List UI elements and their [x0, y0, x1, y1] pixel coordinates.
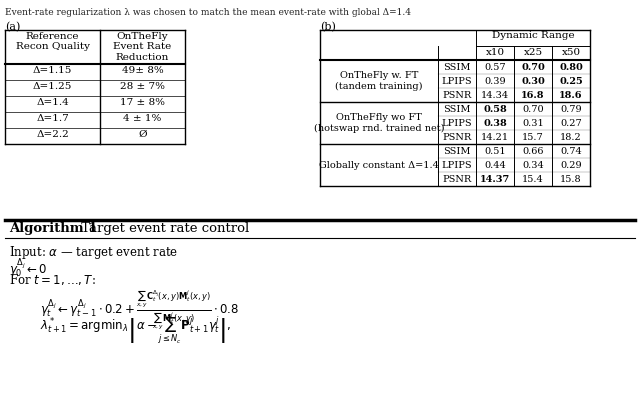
Text: 0.38: 0.38 [483, 119, 507, 128]
Text: Globally constant Δ=1.4: Globally constant Δ=1.4 [319, 161, 439, 169]
Text: PSNR: PSNR [442, 90, 472, 100]
Text: 0.34: 0.34 [522, 161, 544, 169]
Text: 16.8: 16.8 [521, 90, 545, 100]
Text: Target event rate control: Target event rate control [77, 222, 249, 235]
Text: $\lambda_{t+1}^* = \mathrm{argmin}_\lambda \left| \alpha - \sum_{j \leq N_c} \ma: $\lambda_{t+1}^* = \mathrm{argmin}_\lamb… [40, 314, 232, 346]
Text: LPIPS: LPIPS [442, 119, 472, 128]
Text: $\gamma_t^{\Delta_j} \leftarrow \gamma_{t-1}^{\Delta_j} \cdot 0.2 + \frac{\sum_{: $\gamma_t^{\Delta_j} \leftarrow \gamma_{… [40, 288, 239, 331]
Text: PSNR: PSNR [442, 175, 472, 183]
Text: 15.8: 15.8 [560, 175, 582, 183]
Text: 0.79: 0.79 [560, 104, 582, 114]
Text: 0.58: 0.58 [483, 104, 507, 114]
Text: For $t = 1, \ldots, T$:: For $t = 1, \ldots, T$: [9, 272, 96, 287]
Text: 14.21: 14.21 [481, 133, 509, 142]
Text: 0.27: 0.27 [560, 119, 582, 128]
Text: 14.37: 14.37 [480, 175, 510, 183]
Text: Reference
Recon Quality: Reference Recon Quality [15, 32, 90, 51]
Text: Δ=1.25: Δ=1.25 [33, 82, 72, 91]
Text: Ø: Ø [138, 130, 147, 139]
Text: SSIM: SSIM [444, 62, 471, 71]
Text: 0.70: 0.70 [521, 62, 545, 71]
Text: Δ=1.7: Δ=1.7 [36, 114, 69, 123]
Text: Δ=1.4: Δ=1.4 [36, 98, 69, 107]
Text: 15.4: 15.4 [522, 175, 544, 183]
Text: 0.29: 0.29 [560, 161, 582, 169]
Text: SSIM: SSIM [444, 104, 471, 114]
Text: Δ=1.15: Δ=1.15 [33, 66, 72, 75]
Text: 0.44: 0.44 [484, 161, 506, 169]
Text: OnTheFfly wo FT
(hotswap rnd. trained net): OnTheFfly wo FT (hotswap rnd. trained ne… [314, 113, 444, 133]
Text: LPIPS: LPIPS [442, 161, 472, 169]
Text: Δ=2.2: Δ=2.2 [36, 130, 69, 139]
Text: Dynamic Range: Dynamic Range [492, 31, 574, 40]
Text: 0.80: 0.80 [559, 62, 583, 71]
Text: 14.34: 14.34 [481, 90, 509, 100]
Text: 0.74: 0.74 [560, 147, 582, 156]
Text: PSNR: PSNR [442, 133, 472, 142]
Text: 18.6: 18.6 [559, 90, 583, 100]
Text: $\gamma_0^{\Delta_j} \leftarrow 0$: $\gamma_0^{\Delta_j} \leftarrow 0$ [9, 258, 47, 280]
Text: 0.57: 0.57 [484, 62, 506, 71]
Text: Input: $\alpha$ — target event rate: Input: $\alpha$ — target event rate [9, 244, 179, 261]
Text: 28 ± 7%: 28 ± 7% [120, 82, 165, 91]
Text: 0.51: 0.51 [484, 147, 506, 156]
Text: x10: x10 [485, 48, 504, 57]
Text: (b): (b) [320, 22, 336, 32]
Text: 17 ± 8%: 17 ± 8% [120, 98, 165, 107]
Text: 0.25: 0.25 [559, 76, 583, 85]
Text: 0.66: 0.66 [522, 147, 544, 156]
Text: 0.31: 0.31 [522, 119, 544, 128]
Text: SSIM: SSIM [444, 147, 471, 156]
Text: Event-rate regularization λ was chosen to match the mean event-rate with global : Event-rate regularization λ was chosen t… [5, 8, 411, 17]
Text: x50: x50 [561, 48, 580, 57]
Text: 0.39: 0.39 [484, 76, 506, 85]
Text: OnTheFly w. FT
(tandem training): OnTheFly w. FT (tandem training) [335, 71, 423, 91]
Text: 49± 8%: 49± 8% [122, 66, 163, 75]
Text: 18.2: 18.2 [560, 133, 582, 142]
Text: Algorithm 1: Algorithm 1 [9, 222, 97, 235]
Text: x25: x25 [524, 48, 543, 57]
Text: LPIPS: LPIPS [442, 76, 472, 85]
Text: 0.30: 0.30 [521, 76, 545, 85]
Text: 15.7: 15.7 [522, 133, 544, 142]
Text: OnTheFly
Event Rate
Reduction: OnTheFly Event Rate Reduction [113, 32, 172, 62]
Text: (a): (a) [5, 22, 20, 32]
Text: 0.70: 0.70 [522, 104, 544, 114]
Text: 4 ± 1%: 4 ± 1% [124, 114, 162, 123]
